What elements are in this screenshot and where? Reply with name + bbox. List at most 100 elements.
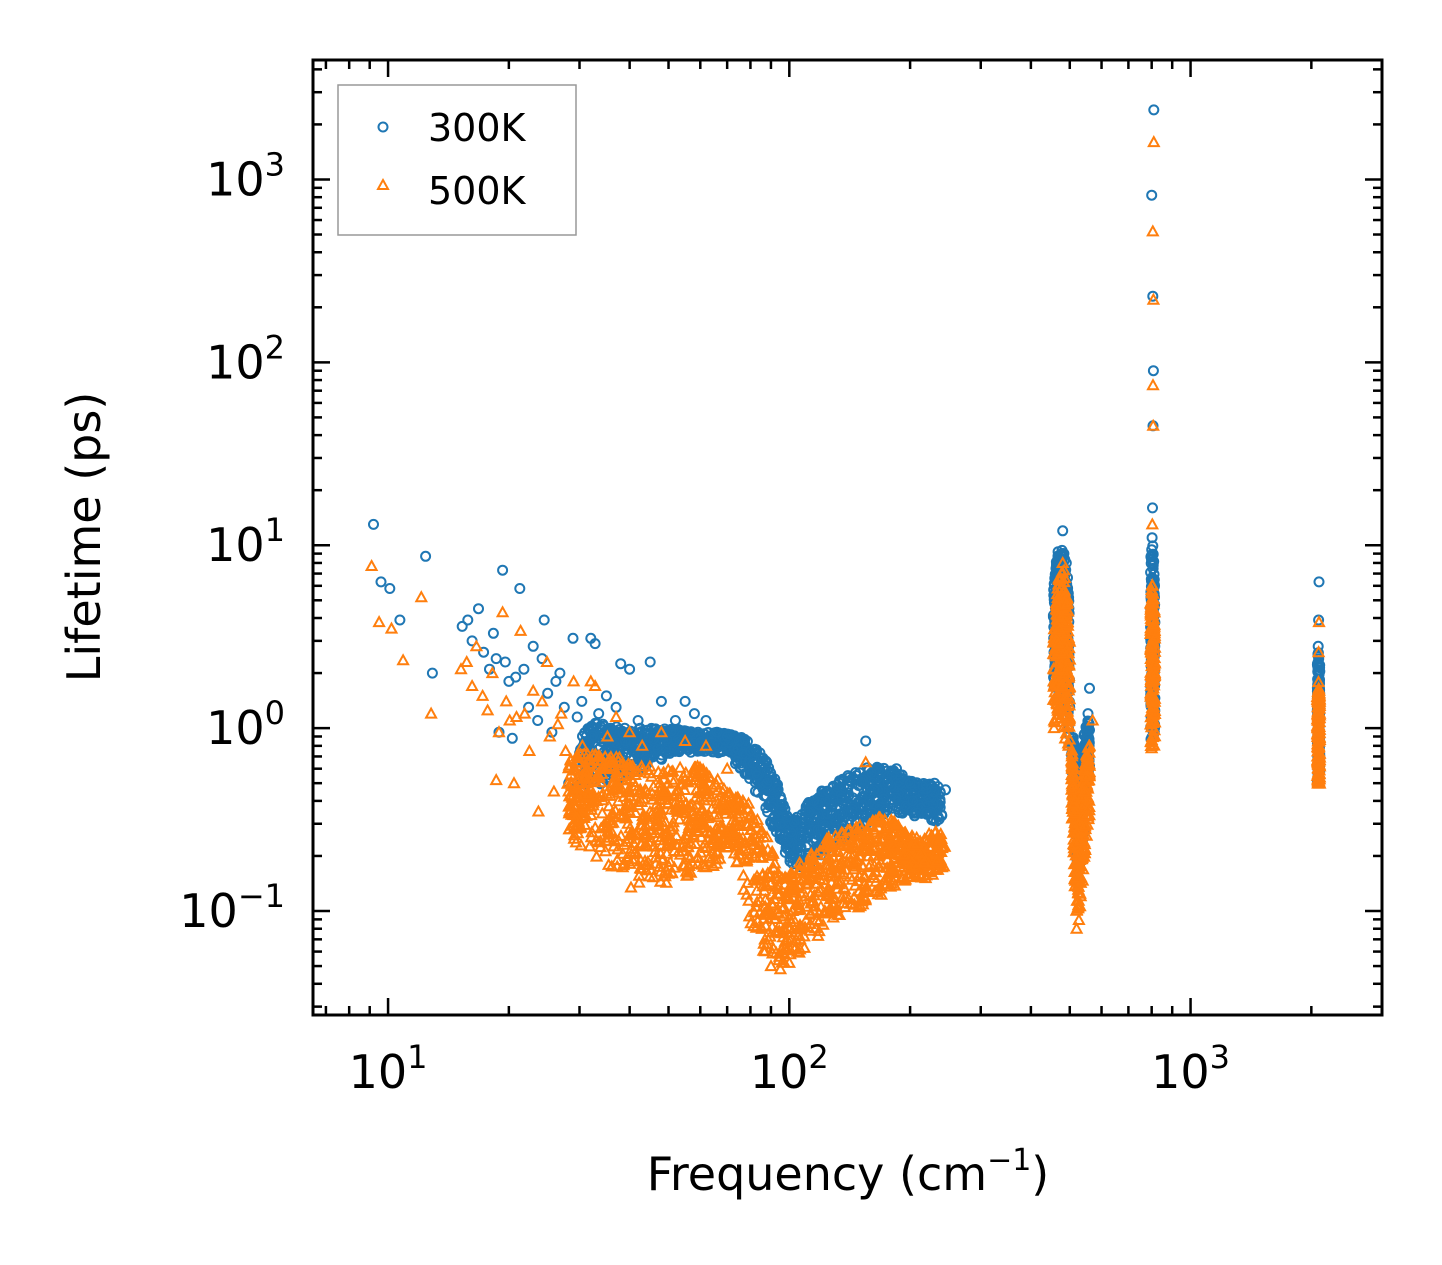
point-500k-band-747 [649,856,663,869]
x-axis-label-tail: ) [1031,1147,1049,1201]
point-500k-band-1253 [729,839,743,852]
point-500k-band-998 [822,865,837,878]
point-500k-band-1160 [626,854,641,867]
point-300k-pt-2302 [822,786,834,797]
point-500k-band-1240 [793,942,807,955]
point-500k-band-1226 [882,827,896,840]
point-500k-band-1369 [562,758,576,771]
point-500k-band-1649 [1053,644,1068,657]
point-300k-band-2035 [1146,554,1157,566]
point-500k-band-864 [616,755,630,768]
point-300k-band-1132 [656,749,668,761]
point-300k-pt-2284 [615,658,627,670]
point-300k-pt-2271 [558,701,570,713]
point-500k-band-1372 [636,791,651,804]
point-500k-pt-2280 [596,761,611,774]
point-500k-band-1196 [611,780,626,793]
point-500k-band-506 [686,806,700,819]
point-500k-band-822 [702,770,716,783]
point-500k-band-1651 [1047,662,1061,675]
point-500k-band-2077 [1145,700,1159,713]
point-500k-band-1309 [732,799,746,812]
point-500k-pt-2299 [1146,292,1161,305]
point-500k-band-1303 [883,845,897,858]
point-300k-pt-2301 [808,795,820,807]
point-500k-band-1464 [1059,726,1073,739]
point-500k-band-1630 [1054,580,1068,593]
point-300k-pt-2256 [499,656,511,668]
point-500k-band-913 [833,859,847,872]
point-500k-band-1181 [878,839,892,852]
point-500k-pt-2277 [584,674,598,687]
point-500k-band-1221 [718,799,732,812]
point-500k-band-1017 [611,794,625,807]
point-500k-band-1330 [605,825,619,838]
point-500k-pt-2262 [522,743,537,756]
point-500k-band-2229 [1311,761,1326,774]
point-500k-pt-2293 [1056,555,1070,568]
point-500k-band-976 [838,862,853,875]
point-500k-band-1631 [1061,712,1076,725]
point-300k-pt-2317 [1146,189,1158,201]
point-500k-band-1382 [847,897,862,910]
point-500k-band-892 [750,883,764,896]
point-500k-band-2053 [1147,651,1162,664]
point-500k-band-1919 [1070,868,1085,881]
point-500k-pt-2269 [551,717,565,730]
point-500k-band-919 [692,792,707,805]
point-300k-pt-2252 [487,627,499,639]
point-300k-pt-2280 [597,718,609,730]
point-500k-band-1138 [640,809,654,822]
point-500k-band-837 [884,813,898,826]
legend-label-500k: 500K [428,169,527,213]
point-500k-band-2237 [1312,696,1326,709]
point-500k-pt-2304 [1311,645,1326,658]
point-500k-band-802 [637,808,651,821]
point-500k-pt-2295 [1082,738,1097,751]
point-500k-band-678 [929,824,943,837]
point-300k-band-1391 [868,784,880,796]
point-500k-band-1328 [765,919,779,932]
point-300k-pt-2261 [518,663,530,675]
point-500k-band-1153 [627,828,641,841]
point-500k-band-367 [803,923,817,936]
point-300k-pt-2324 [1313,614,1325,626]
point-500k-band-1350 [616,769,630,782]
point-500k-band-1367 [806,903,821,916]
point-500k-band-252 [711,772,725,785]
point-500k-band-1211 [648,825,662,838]
point-500k-band-1071 [626,836,641,849]
point-500k-pt-2301 [1146,418,1160,431]
point-500k-band-1289 [691,850,705,863]
point-300k-band-1174 [829,814,841,826]
point-500k-band-1085 [570,811,584,824]
point-500k-band-1199 [670,783,684,796]
point-300k-band-1122 [739,738,750,750]
point-500k-pt-2303 [1312,615,1326,628]
point-500k-band-2062 [1148,631,1162,644]
point-500k-pt-2263 [526,683,540,696]
point-500k-band-638 [592,835,606,848]
point-500k-band-823 [803,887,818,900]
point-300k-pt-2293 [700,715,712,726]
point-500k-band-2043 [1144,599,1158,612]
point-500k-band-1904 [1067,845,1081,858]
point-500k-pt-2284 [635,738,649,751]
point-500k-pt-2294 [1085,713,1100,726]
point-500k-band-1637 [1050,598,1064,611]
point-300k-pt-2240 [368,518,379,530]
point-500k-band-707 [819,847,833,860]
point-300k-band-1350 [891,769,903,781]
point-500k-band-1198 [825,890,840,903]
point-300k-band-1253 [836,793,848,804]
point-500k-band-1383 [860,827,875,840]
point-300k-pt-2310 [1057,525,1069,537]
point-500k-band-1389 [635,817,650,830]
point-500k-pt-2271 [558,743,573,756]
point-500k-pt-2243 [396,653,410,666]
point-500k-band-1273 [569,780,584,793]
point-500k-band-1106 [736,868,751,881]
point-500k-band-690 [811,885,825,898]
